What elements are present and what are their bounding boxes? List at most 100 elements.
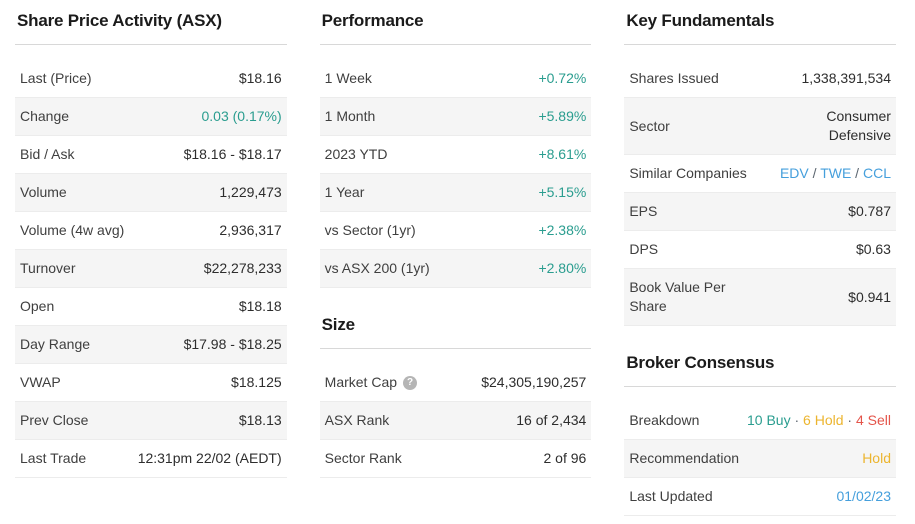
section-divider — [15, 44, 287, 45]
similar-company-link-edv[interactable]: EDV — [779, 165, 809, 181]
row-label: Breakdown — [629, 411, 699, 430]
row-value: 2,936,317 — [219, 221, 281, 240]
value-text: · — [790, 412, 804, 428]
row-label: Similar Companies — [629, 164, 746, 183]
row-label-text: 2023 YTD — [324, 146, 388, 162]
row-label: VWAP — [20, 373, 61, 392]
row-label: DPS — [629, 240, 658, 259]
value-text: $18.16 — [238, 70, 282, 86]
row-label: vs Sector (1yr) — [325, 221, 416, 240]
row-label-text: Last Updated — [629, 488, 713, 504]
row-asx-rank: ASX Rank 16 of 2,434 — [319, 402, 592, 440]
last-updated-link[interactable]: 01/02/23 — [836, 488, 891, 504]
row-value: +5.15% — [538, 183, 586, 202]
row-label-text: Breakdown — [629, 412, 700, 428]
row-vs-sector-1yr: vs Sector (1yr) +2.38% — [319, 212, 592, 250]
row-value: $18.125 — [231, 373, 282, 392]
help-icon[interactable]: ? — [403, 375, 418, 390]
row-label-text: Volume (4w avg) — [20, 222, 125, 238]
row-label: Volume (4w avg) — [20, 221, 124, 240]
section-rows: Shares Issued 1,338,391,534 Sector Consu… — [624, 60, 896, 326]
row-value: 1,338,391,534 — [801, 69, 891, 88]
row-label-text: Day Range — [20, 336, 91, 352]
row-value: $18.13 — [239, 411, 282, 430]
column-3: Key Fundamentals Shares Issued 1,338,391… — [624, 8, 896, 524]
sell-count: 4 Sell — [855, 412, 891, 428]
value-text: $17.98 - $18.25 — [183, 336, 282, 352]
section-title: Performance — [321, 11, 424, 30]
row-breakdown: Breakdown 10 Buy · 6 Hold · 4 Sell — [624, 402, 896, 440]
section-share-price-activity-asx: Share Price Activity (ASX) Last (Price) … — [15, 8, 287, 478]
row-sector-rank: Sector Rank 2 of 96 — [319, 440, 592, 478]
buy-count: 10 Buy — [746, 412, 791, 428]
value-text: $0.63 — [855, 241, 891, 257]
row-value: +0.72% — [538, 69, 586, 88]
row-label-text: Similar Companies — [629, 165, 747, 181]
row-label-text: Recommendation — [629, 450, 740, 466]
row-2023-ytd: 2023 YTD +8.61% — [319, 136, 592, 174]
row-label-text: Turnover — [20, 260, 76, 276]
row-shares-issued: Shares Issued 1,338,391,534 — [624, 60, 896, 98]
row-value: 0.03 (0.17%) — [201, 107, 281, 126]
row-label: Shares Issued — [629, 69, 719, 88]
value-text: 2,936,317 — [219, 222, 282, 238]
value-text: / — [808, 165, 821, 181]
row-vs-asx-200-1yr: vs ASX 200 (1yr) +2.80% — [319, 250, 592, 288]
row-label-text: vs Sector (1yr) — [324, 222, 416, 238]
row-1-week: 1 Week +0.72% — [319, 60, 592, 98]
row-recommendation: Recommendation Hold — [624, 440, 896, 478]
similar-company-link-twe[interactable]: TWE — [820, 165, 852, 181]
section-performance: Performance 1 Week +0.72% 1 Month +5.89%… — [319, 8, 592, 288]
section-rows: Last (Price) $18.16 Change 0.03 (0.17%) … — [15, 60, 287, 478]
value-text: $0.787 — [848, 203, 891, 219]
row-label-text: 1 Month — [324, 108, 376, 124]
section-title: Key Fundamentals — [626, 11, 775, 30]
row-label-text: DPS — [629, 241, 659, 257]
row-value: $18.16 - $18.17 — [184, 145, 282, 164]
row-label: Open — [20, 297, 54, 316]
section-divider — [319, 44, 592, 45]
row-value: Hold — [862, 449, 891, 468]
section-title: Broker Consensus — [626, 353, 775, 372]
value-text: 16 of 2,434 — [516, 412, 587, 428]
row-value: +2.38% — [538, 221, 586, 240]
row-eps: EPS $0.787 — [624, 193, 896, 231]
row-label: Bid / Ask — [20, 145, 74, 164]
row-value: $18.16 — [239, 69, 282, 88]
row-value: 2 of 96 — [544, 449, 587, 468]
value-text: 2 of 96 — [543, 450, 587, 466]
row-vwap: VWAP $18.125 — [15, 364, 287, 402]
row-label: Recommendation — [629, 449, 739, 468]
row-volume: Volume 1,229,473 — [15, 174, 287, 212]
row-label: Sector Rank — [325, 449, 402, 468]
row-label: EPS — [629, 202, 657, 221]
value-text: +5.15% — [538, 184, 587, 200]
row-label-text: Prev Close — [20, 412, 89, 428]
row-last-price: Last (Price) $18.16 — [15, 60, 287, 98]
row-label: ASX Rank — [325, 411, 390, 430]
value-text: +0.72% — [538, 70, 587, 86]
column-2: Performance 1 Week +0.72% 1 Month +5.89%… — [319, 8, 592, 524]
row-value: $0.63 — [856, 240, 891, 259]
row-value: 01/02/23 — [836, 487, 891, 506]
section-title: Share Price Activity (ASX) — [17, 11, 222, 30]
row-label: Change — [20, 107, 69, 126]
row-label: Sector — [629, 117, 669, 136]
row-value: 1,229,473 — [219, 183, 281, 202]
row-change: Change 0.03 (0.17%) — [15, 98, 287, 136]
row-similar-companies: Similar Companies EDV / TWE / CCL — [624, 155, 896, 193]
value-text: $18.18 — [238, 298, 282, 314]
value-text: +2.80% — [538, 260, 587, 276]
section-rows: 1 Week +0.72% 1 Month +5.89% 2023 YTD +8… — [319, 60, 592, 288]
row-last-updated: Last Updated 01/02/23 — [624, 478, 896, 516]
row-1-year: 1 Year +5.15% — [319, 174, 592, 212]
section-divider — [319, 348, 592, 349]
value-text: $18.13 — [238, 412, 282, 428]
similar-company-link-ccl[interactable]: CCL — [862, 165, 891, 181]
row-label-text: Shares Issued — [629, 70, 719, 86]
value-text: +2.38% — [538, 222, 587, 238]
row-value: $24,305,190,257 — [481, 373, 586, 392]
row-label: 1 Week — [325, 69, 372, 88]
row-value: $0.941 — [848, 288, 891, 307]
section-rows: Breakdown 10 Buy · 6 Hold · 4 Sell Recom… — [624, 402, 896, 516]
